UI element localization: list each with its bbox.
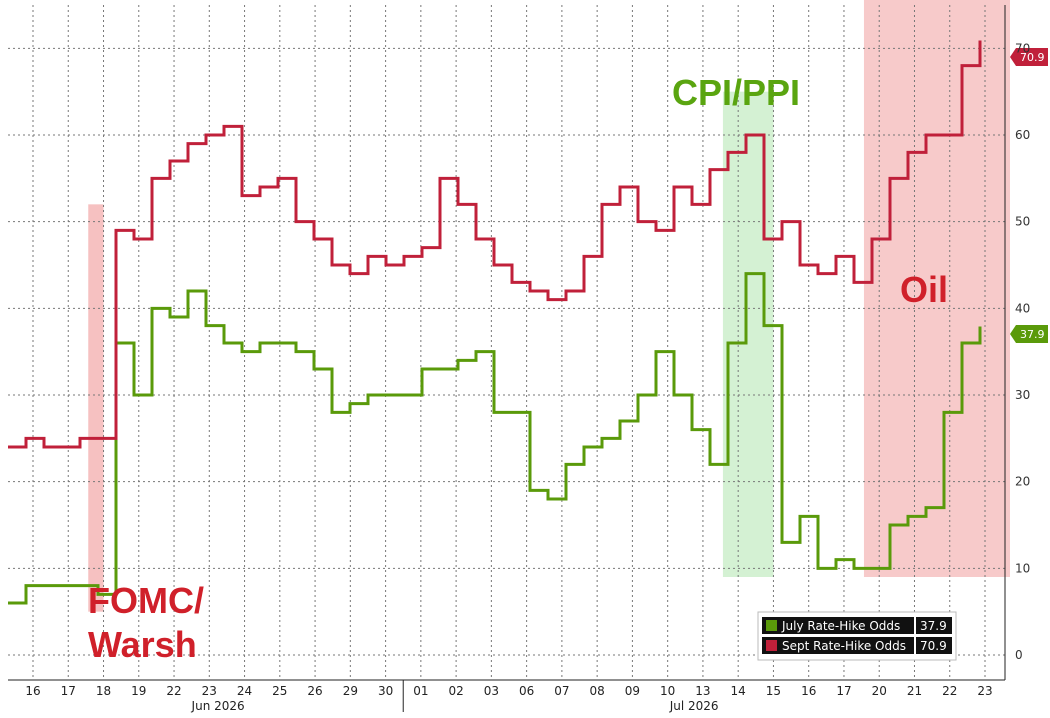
series-line-0 <box>8 272 982 605</box>
annotation-oil: Oil <box>900 269 948 310</box>
x-tick-label: 20 <box>872 684 887 698</box>
y-tick-label: 0 <box>1015 648 1023 662</box>
annotation-fomc-line1: FOMC/ <box>88 580 204 621</box>
shaded-region-0 <box>88 204 104 612</box>
x-tick-label: 22 <box>942 684 957 698</box>
axes: 0 10 20 30 40 50 60 70 16 17 18 19 22 23 24 25 26 29 30 01 0… <box>8 5 1030 713</box>
sept-value-tag: 70.9 <box>1010 48 1048 66</box>
x-tick-label: 16 <box>801 684 816 698</box>
legend-july-swatch <box>766 620 777 631</box>
legend-july-bg <box>762 617 914 634</box>
x-tick-label: 03 <box>484 684 499 698</box>
legend-sept-swatch <box>766 640 777 651</box>
x-tick-label: 19 <box>131 684 146 698</box>
x-tick-label: 16 <box>25 684 40 698</box>
x-tick-label: 15 <box>766 684 781 698</box>
x-tick-label: 17 <box>836 684 851 698</box>
x-tick-label: 29 <box>343 684 358 698</box>
legend: July Rate-Hike Odds 37.9 Sept Rate-Hike … <box>757 611 957 661</box>
x-tick-label: 09 <box>625 684 640 698</box>
grid <box>8 5 1005 680</box>
series-lines <box>8 40 982 605</box>
annotation-cpi-ppi: CPI/PPI <box>672 72 800 113</box>
legend-sept-label: Sept Rate-Hike Odds <box>782 639 906 653</box>
x-tick-label: 18 <box>96 684 111 698</box>
july-tag-value: 37.9 <box>1020 328 1045 341</box>
legend-sept-value: 70.9 <box>920 639 947 653</box>
annotation-fomc-line2: Warsh <box>88 624 197 665</box>
sept-tag-shape <box>1010 48 1048 66</box>
series-line-1 <box>8 40 982 449</box>
y-tick-label: 40 <box>1015 301 1030 315</box>
y-tick-label: 50 <box>1015 215 1030 229</box>
legend-july-value: 37.9 <box>920 619 947 633</box>
x-tick-label: 21 <box>907 684 922 698</box>
x-tick-label: 02 <box>448 684 463 698</box>
x-tick-label: 30 <box>378 684 393 698</box>
x-tick-label: 24 <box>237 684 252 698</box>
legend-sept-bg <box>762 637 914 654</box>
july-tag-shape <box>1010 325 1048 343</box>
x-tick-label: 23 <box>202 684 217 698</box>
x-tick-label: 07 <box>554 684 569 698</box>
x-tick-label: 26 <box>307 684 322 698</box>
x-tick-label: 06 <box>519 684 534 698</box>
x-tick-label: 08 <box>590 684 605 698</box>
shaded-region-2 <box>863 0 1010 578</box>
y-tick-label: 70 <box>1015 41 1030 55</box>
y-tick-label: 60 <box>1015 128 1030 142</box>
sept-tag-value: 70.9 <box>1020 51 1045 64</box>
x-tick-label: 22 <box>166 684 181 698</box>
july-value-tag: 37.9 <box>1010 325 1048 343</box>
x-tick-label: 17 <box>61 684 76 698</box>
x-tick-label: 13 <box>695 684 710 698</box>
x-tick-label: 01 <box>413 684 428 698</box>
legend-july-label: July Rate-Hike Odds <box>781 619 900 633</box>
month-label: Jun 2026 <box>191 699 245 713</box>
shaded-regions <box>88 0 1010 612</box>
month-label: Jul 2026 <box>669 699 719 713</box>
y-tick-label: 30 <box>1015 388 1030 402</box>
x-tick-label: 14 <box>731 684 746 698</box>
x-tick-label: 23 <box>977 684 992 698</box>
x-tick-label: 10 <box>660 684 675 698</box>
x-tick-label: 25 <box>272 684 287 698</box>
y-tick-label: 20 <box>1015 475 1030 489</box>
shaded-region-1 <box>722 91 774 578</box>
legend-sept-value-bg <box>916 637 952 654</box>
legend-july-value-bg <box>916 617 952 634</box>
y-tick-label: 10 <box>1015 561 1030 575</box>
